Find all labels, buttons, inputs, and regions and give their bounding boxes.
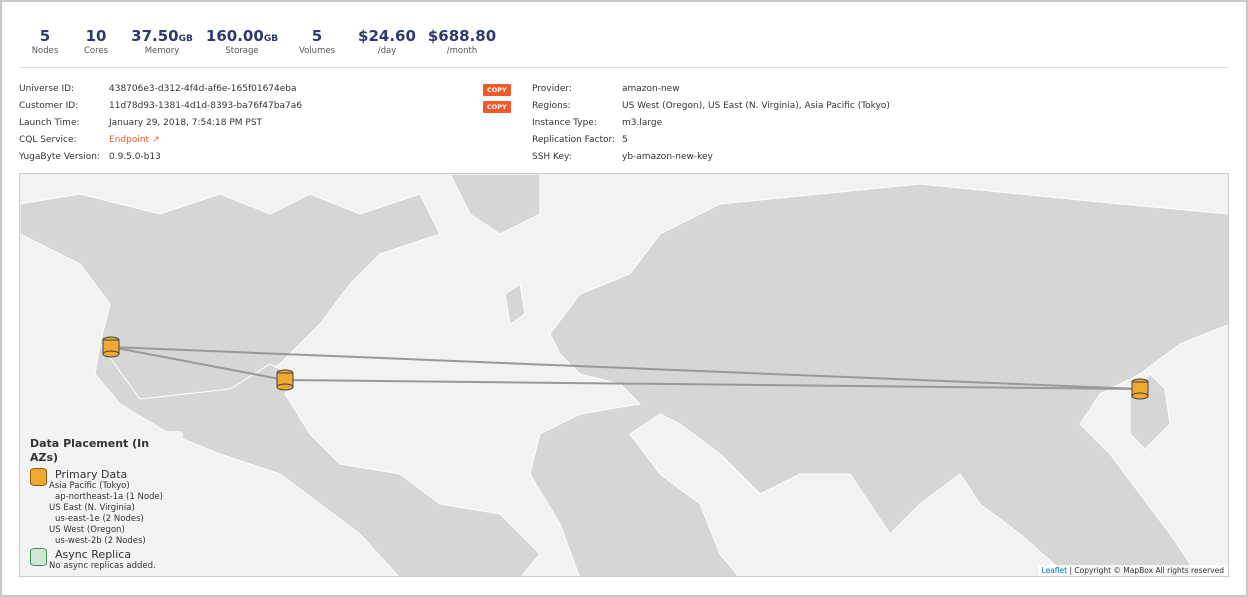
- land-masses: [20, 174, 1228, 576]
- link-west-tokyo: [110, 346, 1141, 390]
- info-provider: Provider: amazon-new: [532, 84, 680, 94]
- map-base: [20, 174, 1228, 576]
- replication-links: [110, 346, 1141, 390]
- stat-cores: 10 Cores: [83, 27, 109, 56]
- provider-info: Provider: amazon-new Regions: US West (Ore…: [532, 84, 1032, 169]
- copy-customer-id-button[interactable]: COPY: [483, 101, 511, 113]
- marker-us-east[interactable]: [276, 369, 294, 391]
- link-west-east: [110, 346, 286, 381]
- external-link-icon: ↗: [151, 135, 160, 145]
- stat-storage: 160.00GB Storage: [205, 27, 279, 56]
- stat-memory: 37.50GB Memory: [131, 27, 193, 56]
- info-replication-factor: Replication Factor: 5: [532, 135, 628, 145]
- info-instance-type: Instance Type: m3.large: [532, 118, 663, 128]
- universe-info: Universe ID: 438706e3-d312-4f4d-af6e-165f…: [19, 84, 519, 169]
- stat-cost-month: $688.80/month: [427, 27, 497, 56]
- info-version: YugaByte Version: 0.9.5.0-b13: [19, 152, 161, 162]
- marker-tokyo[interactable]: [1131, 378, 1149, 400]
- info-universe-id: Universe ID: 438706e3-d312-4f4d-af6e-165f…: [19, 84, 519, 101]
- leaflet-link[interactable]: Leaflet: [1041, 566, 1068, 575]
- primary-data-icon: [30, 468, 47, 486]
- data-placement-legend: Data Placement (In AZs) Primary Data Asi…: [20, 431, 183, 576]
- stats-bar: 5 Nodes 10 Cores 37.50GB Memory 160.00GB Sto…: [20, 26, 502, 56]
- async-replica-icon: [30, 548, 47, 566]
- region-markers[interactable]: [102, 336, 1149, 400]
- link-east-tokyo: [284, 379, 1141, 390]
- copy-universe-id-button[interactable]: COPY: [483, 84, 511, 96]
- marker-us-west[interactable]: [102, 336, 120, 358]
- map-attribution: Leaflet | Copyright © MapBox All rights …: [1037, 565, 1228, 576]
- async-replica-text: No async replicas added.: [49, 561, 156, 571]
- info-customer-id: Customer ID: 11d78d93-1381-4d1d-8393-ba76…: [19, 101, 519, 118]
- stat-nodes: 5 Nodes: [31, 27, 59, 56]
- info-launch-time: Launch Time: January 29, 2018, 7:54:18 PM…: [19, 118, 263, 128]
- stat-volumes: 5 Volumes: [298, 27, 336, 56]
- endpoint-link[interactable]: Endpoint ↗: [109, 135, 160, 145]
- info-regions: Regions: US West (Oregon), US East (N. Vi…: [532, 101, 890, 111]
- region-map[interactable]: Data Placement (In AZs) Primary Data Asi…: [19, 173, 1229, 577]
- divider: [20, 67, 1228, 68]
- info-ssh-key: SSH Key: yb-amazon-new-key: [532, 152, 713, 162]
- info-cql-service: CQL Service: Endpoint ↗: [19, 135, 160, 145]
- stat-cost-day: $24.60/day: [358, 27, 416, 56]
